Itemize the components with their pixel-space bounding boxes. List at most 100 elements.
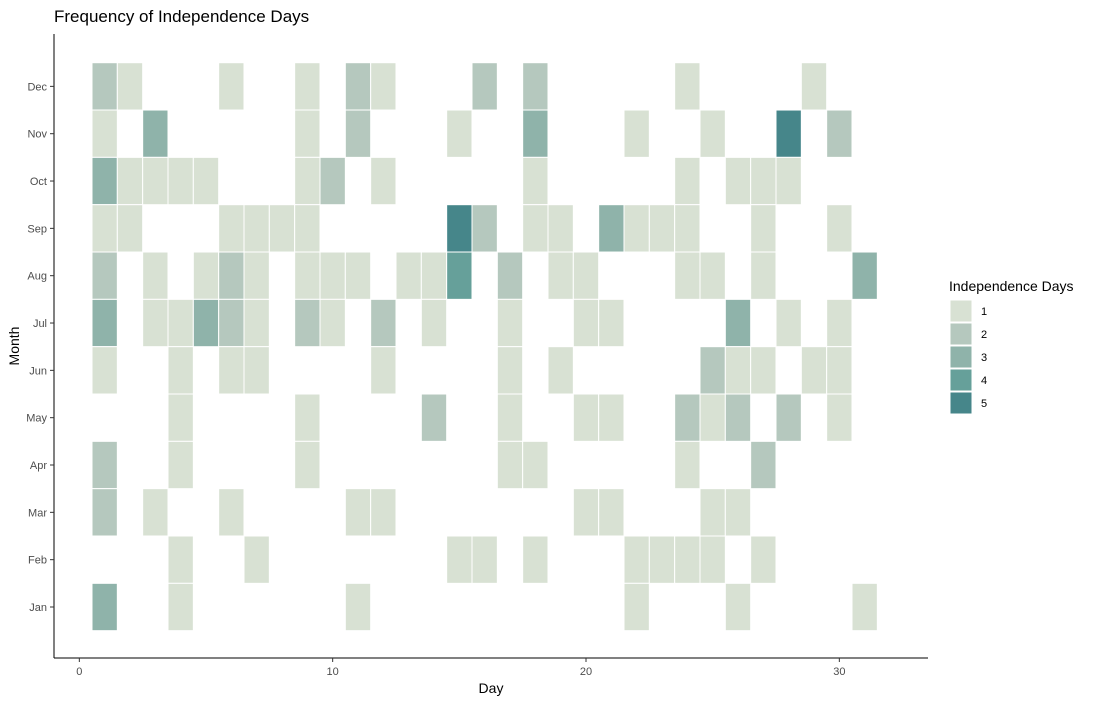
heatmap-cell (522, 204, 549, 253)
heatmap-cell (674, 62, 701, 111)
heatmap-cell (826, 346, 853, 395)
heatmap-cell (294, 298, 321, 348)
heatmap-cell (420, 298, 448, 348)
heatmap-cell (344, 109, 372, 158)
heatmap-cell (572, 298, 600, 348)
heatmap-cell (91, 298, 118, 348)
y-tick-label: Nov (27, 129, 47, 141)
heatmap-cell (243, 251, 270, 300)
heatmap-cell (750, 156, 777, 206)
heatmap-cell (826, 298, 853, 348)
heatmap-cell (142, 488, 169, 537)
heatmap-cell (370, 488, 397, 537)
heatmap-cell (699, 251, 726, 300)
heatmap-cell (167, 156, 194, 206)
heatmap-cell (142, 298, 169, 348)
heatmap-cell (446, 535, 473, 584)
heatmap-cell (192, 251, 220, 300)
heatmap-cell (370, 298, 397, 348)
heatmap-cell (522, 109, 549, 158)
heatmap-cell (674, 440, 701, 490)
heatmap-cell (268, 204, 296, 253)
heatmap-cell (294, 156, 321, 206)
heatmap-cell (446, 109, 473, 158)
legend-label: 1 (981, 306, 987, 318)
y-tick-label: Oct (30, 176, 47, 188)
heatmap-cell (750, 535, 777, 584)
heatmap-cell (395, 251, 422, 300)
heatmap-cell (167, 346, 194, 395)
heatmap-cell (446, 204, 473, 253)
heatmap-cell (370, 62, 397, 111)
heatmap-cell (116, 204, 144, 253)
heatmap-cell (623, 582, 650, 632)
heatmap-cell (699, 346, 726, 395)
heatmap-cell (91, 204, 118, 253)
heatmap-cell (724, 582, 752, 632)
heatmap-cell (800, 62, 828, 111)
heatmap-cell (775, 156, 802, 206)
heatmap-cell (522, 440, 549, 490)
heatmap-cell (826, 393, 853, 442)
heatmap-cell (294, 440, 321, 490)
heatmap-cell (648, 535, 676, 584)
heatmap-cell (750, 346, 777, 395)
x-tick-label: 20 (580, 666, 592, 678)
heatmap-cell (471, 62, 498, 111)
heatmap-cell (674, 251, 701, 300)
y-axis-ticks: Jan Feb Mar Apr May Jun Jul Aug Sep Oct Nov Dec (26, 81, 54, 614)
heatmap-cell (243, 346, 270, 395)
y-tick-label: Sep (27, 223, 47, 235)
heatmap-cells (91, 62, 878, 632)
heatmap-cell (674, 204, 701, 253)
heatmap-cell (243, 298, 270, 348)
heatmap-cell (724, 298, 752, 348)
heatmap-cell (699, 488, 726, 537)
heatmap-cell (167, 393, 194, 442)
x-tick-label: 30 (833, 666, 845, 678)
heatmap-cell (674, 393, 701, 442)
heatmap-cell (724, 488, 752, 537)
heatmap-cell (826, 204, 853, 253)
legend-label: 3 (981, 352, 987, 364)
heatmap-cell (775, 393, 802, 442)
heatmap-cell (547, 204, 574, 253)
heatmap-cell (344, 582, 372, 632)
heatmap-cell (420, 393, 448, 442)
heatmap-cell (243, 204, 270, 253)
legend-key (949, 345, 973, 369)
y-tick-label: May (26, 413, 47, 425)
legend-key (949, 322, 973, 346)
heatmap-cell (218, 488, 245, 537)
heatmap-cell (623, 109, 650, 158)
heatmap-cell (294, 251, 321, 300)
heatmap-cell (674, 156, 701, 206)
heatmap-cell (192, 156, 220, 206)
heatmap-cell (496, 440, 524, 490)
legend-label: 4 (981, 375, 987, 387)
legend-key (949, 391, 973, 415)
heatmap-cell (699, 109, 726, 158)
heatmap-cell (91, 251, 118, 300)
heatmap-cell (243, 535, 270, 584)
heatmap-cell (142, 156, 169, 206)
y-tick-label: Dec (27, 81, 47, 93)
x-axis-ticks: 0 10 20 30 (76, 658, 845, 678)
heatmap-cell (724, 346, 752, 395)
heatmap-cell (91, 488, 118, 537)
legend-title: Independence Days (949, 278, 1074, 294)
heatmap-cell (496, 251, 524, 300)
heatmap-cell (91, 440, 118, 490)
heatmap-cell (775, 109, 802, 158)
heatmap-cell (699, 535, 726, 584)
heatmap-cell (344, 251, 372, 300)
x-tick-label: 10 (327, 666, 339, 678)
heatmap-cell (142, 251, 169, 300)
heatmap-cell (370, 346, 397, 395)
heatmap-cell (218, 298, 245, 348)
heatmap-cell (294, 393, 321, 442)
heatmap-cell (496, 393, 524, 442)
heatmap-cell (623, 204, 650, 253)
heatmap-cell (775, 298, 802, 348)
